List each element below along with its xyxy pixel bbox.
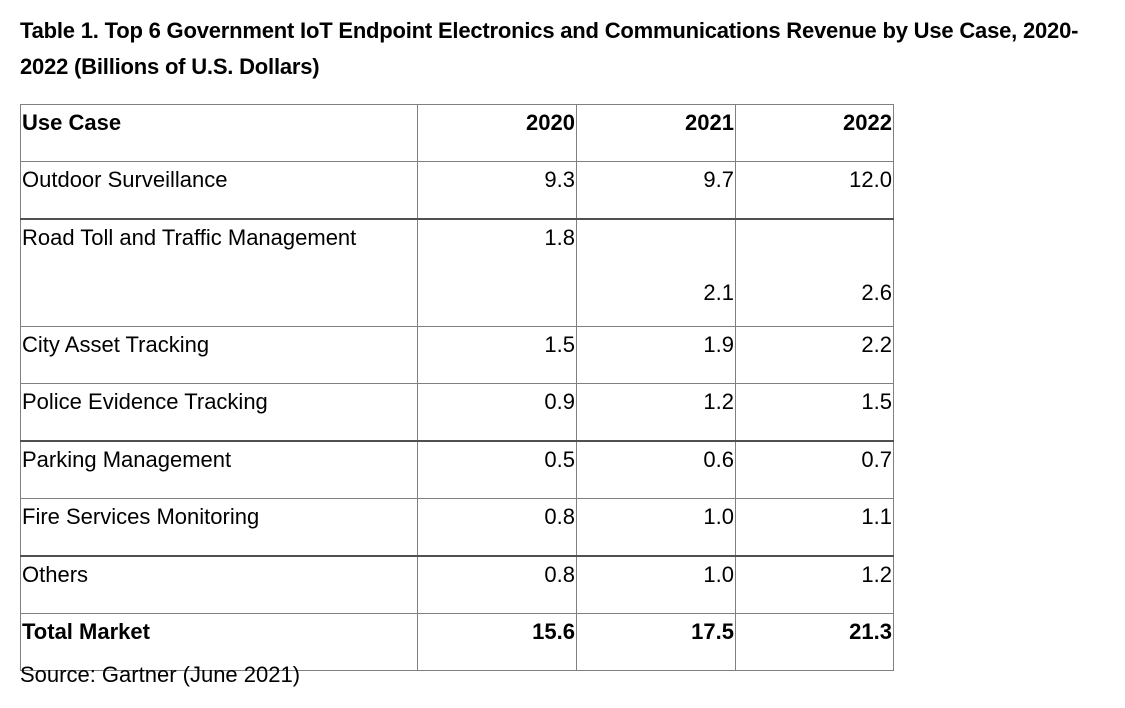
value-2020: 1.5 <box>417 326 577 384</box>
value-2021: 0.6 <box>576 440 736 499</box>
value-2022: 0.7 <box>735 440 894 499</box>
use-case-cell: Outdoor Surveillance <box>20 161 418 220</box>
value-2020: 0.5 <box>417 440 577 499</box>
value-2020: 0.8 <box>417 555 577 614</box>
value-2022: 12.0 <box>735 161 894 220</box>
total-2022: 21.3 <box>735 613 894 671</box>
value-2022: 2.6 <box>735 218 894 327</box>
header-2022: 2022 <box>735 104 894 162</box>
value-2020: 0.8 <box>417 498 577 557</box>
value-2021: 1.2 <box>576 383 736 442</box>
use-case-cell: Police Evidence Tracking <box>20 383 418 442</box>
use-case-cell: Road Toll and Traffic Management <box>20 218 418 327</box>
table-row: Police Evidence Tracking 0.9 1.2 1.5 <box>20 383 894 442</box>
source-note: Source: Gartner (June 2021) <box>20 662 301 687</box>
use-case-cell: City Asset Tracking <box>20 326 418 384</box>
value-2020: 9.3 <box>417 161 577 220</box>
use-case-cell: Others <box>20 555 418 614</box>
value-2020: 1.8 <box>417 218 577 327</box>
total-2020: 15.6 <box>417 613 577 671</box>
header-2021: 2021 <box>576 104 736 162</box>
value-2021: 9.7 <box>576 161 736 220</box>
value-2022: 1.1 <box>735 498 894 557</box>
table-row: Outdoor Surveillance 9.3 9.7 12.0 <box>20 161 894 220</box>
use-case-cell: Parking Management <box>20 440 418 499</box>
table-row: Fire Services Monitoring 0.8 1.0 1.1 <box>20 498 894 557</box>
value-2021: 2.1 <box>576 218 736 327</box>
value-2021: 1.9 <box>576 326 736 384</box>
value-2022: 1.5 <box>735 383 894 442</box>
value-2022: 2.2 <box>735 326 894 384</box>
total-2021: 17.5 <box>576 613 736 671</box>
table-title: Table 1. Top 6 Government IoT Endpoint E… <box>20 18 1079 79</box>
table-row: Parking Management 0.5 0.6 0.7 <box>20 440 894 499</box>
revenue-table: Use Case 2020 2021 2022 Outdoor Surveill… <box>20 104 894 671</box>
table-header-row: Use Case 2020 2021 2022 <box>20 104 894 162</box>
table-row: Road Toll and Traffic Management 1.8 2.1… <box>20 218 894 327</box>
header-2020: 2020 <box>417 104 577 162</box>
total-label: Total Market <box>20 613 418 671</box>
total-row: Total Market 15.6 17.5 21.3 <box>20 613 894 671</box>
use-case-cell: Fire Services Monitoring <box>20 498 418 557</box>
table-row: City Asset Tracking 1.5 1.9 2.2 <box>20 326 894 384</box>
table-row: Others 0.8 1.0 1.2 <box>20 555 894 614</box>
value-2021: 1.0 <box>576 498 736 557</box>
value-2020: 0.9 <box>417 383 577 442</box>
value-2021: 1.0 <box>576 555 736 614</box>
value-2022: 1.2 <box>735 555 894 614</box>
header-use-case: Use Case <box>20 104 418 162</box>
